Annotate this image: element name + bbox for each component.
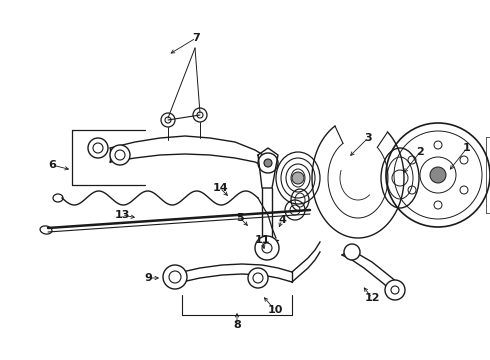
Text: 7: 7 bbox=[192, 33, 200, 43]
Circle shape bbox=[248, 268, 268, 288]
Text: 8: 8 bbox=[233, 320, 241, 330]
Text: 1: 1 bbox=[463, 143, 471, 153]
Text: 6: 6 bbox=[48, 160, 56, 170]
Circle shape bbox=[163, 265, 187, 289]
Circle shape bbox=[292, 172, 304, 184]
Circle shape bbox=[88, 138, 108, 158]
Circle shape bbox=[430, 167, 446, 183]
Circle shape bbox=[161, 113, 175, 127]
Text: 12: 12 bbox=[364, 293, 380, 303]
Text: 4: 4 bbox=[278, 215, 286, 225]
Circle shape bbox=[255, 236, 279, 260]
Text: 11: 11 bbox=[254, 235, 270, 245]
Text: 9: 9 bbox=[144, 273, 152, 283]
Text: 14: 14 bbox=[212, 183, 228, 193]
Text: 13: 13 bbox=[114, 210, 130, 220]
Circle shape bbox=[193, 108, 207, 122]
Text: 10: 10 bbox=[268, 305, 283, 315]
Circle shape bbox=[385, 280, 405, 300]
Text: 2: 2 bbox=[416, 147, 424, 157]
Text: 3: 3 bbox=[364, 133, 372, 143]
Circle shape bbox=[258, 153, 278, 173]
Text: 5: 5 bbox=[236, 213, 244, 223]
Circle shape bbox=[110, 145, 130, 165]
Circle shape bbox=[264, 159, 272, 167]
Circle shape bbox=[344, 244, 360, 260]
